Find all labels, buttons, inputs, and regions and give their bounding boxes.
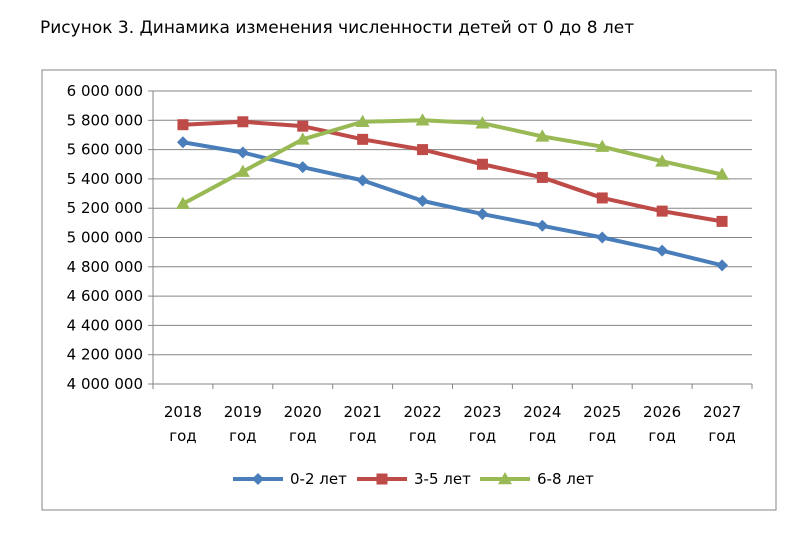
legend-marker [252,473,264,485]
x-tick-label: 2018 год [164,403,202,445]
data-point [476,158,488,170]
data-point [536,219,549,232]
x-tick-label: 2026 год [643,403,681,445]
data-point [177,119,189,131]
chart-frame [41,69,777,511]
x-tick-label-line: 2027 [703,403,741,421]
data-point [297,120,309,132]
x-tick-label: 2025 год [583,403,621,445]
x-tick-label-line: 2026 [643,403,681,421]
x-tick-label-line: год [409,427,436,445]
data-point [595,139,610,152]
y-tick-label: 5 200 000 [67,199,143,217]
x-tick-label-line: 2025 [583,403,621,421]
legend-marker [376,473,388,485]
legend: 0-2 лет 3-5 лет 6-8 лет [233,470,594,488]
series-2 [177,116,728,227]
series-line [182,118,723,206]
data-point [596,231,609,244]
series-line [182,140,723,268]
data-point [356,174,369,187]
x-tick-label-line: 2024 [523,403,561,421]
x-tick-label-line: год [229,427,256,445]
legend-label: 3-5 лет [414,470,471,488]
x-tick-label-line: год [708,427,735,445]
grid-lines [153,90,752,356]
x-tick-label: 2020 год [284,403,322,445]
legend-item: 0-2 лет [233,470,347,488]
legend-marker [498,472,512,485]
x-tick-label-line: 2023 [463,403,501,421]
data-point [235,164,250,177]
x-tick-label: 2023 год [463,403,501,445]
series-1 [176,136,729,272]
x-tick-label-line: 2021 [344,403,382,421]
data-point [416,194,429,207]
x-tick-label: 2019 год [224,403,262,445]
y-tick-label: 4 000 000 [67,375,143,393]
data-point [357,133,369,145]
data-point [237,116,249,128]
data-point [656,205,668,217]
y-tick-label: 4 200 000 [67,346,143,364]
x-axis-ticks: 2018 год 2019 год 2020 год 2021 год 2022 год 2023 г… [164,403,741,445]
y-tick-label: 5 400 000 [67,170,143,188]
x-tick-label-line: год [469,427,496,445]
x-tick-label-line: год [349,427,376,445]
x-tick-label-line: год [529,427,556,445]
x-tick-label-line: 2018 [164,403,202,421]
x-tick-label-line: год [289,427,316,445]
y-tick-label: 4 800 000 [67,258,143,276]
data-point [596,192,608,204]
data-point [536,171,548,183]
data-point [296,161,309,174]
y-tick-label: 4 400 000 [67,316,143,334]
y-tick-label: 4 600 000 [67,287,143,305]
legend-item: 3-5 лет [357,470,471,488]
legend-item: 6-8 лет [480,470,594,488]
data-point [295,132,310,145]
y-tick-label: 6 000 000 [67,82,143,100]
data-point [535,129,550,142]
data-point [475,116,490,129]
x-tick-label: 2022 год [403,403,441,445]
data-point [176,136,189,149]
data-point [236,146,249,159]
data-point [355,114,370,128]
data-point [655,154,670,167]
series-group [175,113,730,272]
y-tick-label: 5 000 000 [67,229,143,247]
data-point [716,259,729,272]
legend-label: 6-8 лет [537,470,594,488]
series-line [182,119,723,224]
x-tick-label-line: год [169,427,196,445]
chart-title: Рисунок 3. Динамика изменения численност… [40,18,635,38]
x-tick-label-line: год [589,427,616,445]
series-3 [175,113,730,210]
x-tick-label: 2021 год [344,403,382,445]
x-tick-label-line: 2020 [284,403,322,421]
data-point [476,208,489,221]
y-tick-label: 5 800 000 [67,111,143,129]
y-axis-ticks: 4 000 000 4 200 000 4 400 000 4 600 000 4 80… [67,82,143,393]
data-point [415,113,430,126]
legend-label: 0-2 лет [290,470,347,488]
data-point [417,144,429,156]
x-tick-label: 2024 год [523,403,561,445]
data-point [716,215,728,227]
data-point [656,244,669,257]
x-tick-label-line: 2019 [224,403,262,421]
x-tick-label-line: 2022 [403,403,441,421]
axes [148,90,753,389]
y-tick-label: 5 600 000 [67,141,143,159]
data-point [175,196,190,210]
data-point [715,167,730,180]
x-tick-label: 2027 год [703,403,741,445]
x-tick-label-line: год [648,427,675,445]
